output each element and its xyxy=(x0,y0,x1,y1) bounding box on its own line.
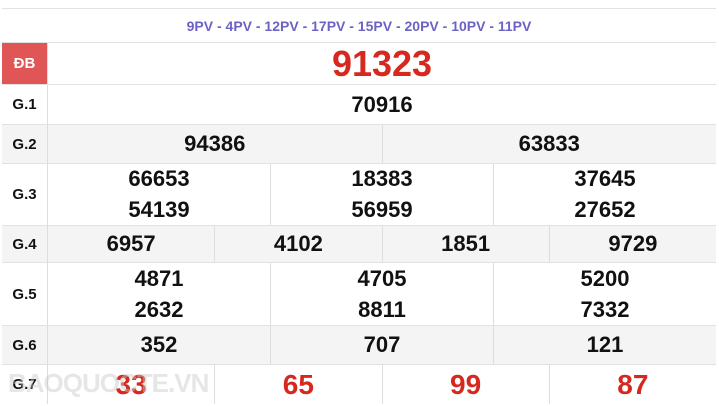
prize-number: 4871 xyxy=(134,265,184,291)
prize-label: G.7 xyxy=(2,365,48,404)
province-codes: 9PV - 4PV - 12PV - 17PV - 15PV - 20PV - … xyxy=(2,8,716,43)
prize-number: 352 xyxy=(140,332,178,357)
prize-line: 352 707 121 xyxy=(48,326,716,364)
prize-label: G.3 xyxy=(2,164,48,225)
prize-row: G.6 352 707 121 xyxy=(2,325,716,364)
prize-row: G.2 94386 63833 xyxy=(2,124,716,163)
prize-number: 91323 xyxy=(331,43,433,84)
prize-number: 94386 xyxy=(184,131,246,156)
prize-number: 56959 xyxy=(270,194,493,225)
prize-number: 707 xyxy=(270,326,493,364)
prize-number: 18383 xyxy=(270,164,493,195)
prize-number: 8811 xyxy=(270,294,493,325)
prize-row: G.3 66653 18383 37645 54139 56959 27652 xyxy=(2,163,716,225)
prize-number: 2632 xyxy=(134,296,184,322)
prize-number: 5200 xyxy=(493,263,716,294)
prize-label: G.2 xyxy=(2,125,48,163)
prize-number: 27652 xyxy=(493,194,716,225)
prize-number: 4102 xyxy=(214,226,381,262)
prize-number: 99 xyxy=(381,365,549,404)
prize-line: 2632 8811 7332 xyxy=(48,294,716,325)
prize-number: 7332 xyxy=(493,294,716,325)
prize-label: G.6 xyxy=(2,326,48,364)
prize-label: G.5 xyxy=(2,263,48,325)
prize-line: 94386 63833 xyxy=(48,125,716,163)
prize-label: G.1 xyxy=(2,85,48,124)
prize-number: 6957 xyxy=(106,231,156,256)
prize-line: 70916 xyxy=(48,85,716,124)
prize-row: ĐB 91323 xyxy=(2,42,716,84)
prize-line: 4871 4705 5200 xyxy=(48,263,716,294)
prize-number: 121 xyxy=(493,326,716,364)
prize-number: 9729 xyxy=(548,226,716,262)
prize-label: ĐB xyxy=(2,43,48,84)
prize-number: 4705 xyxy=(270,263,493,294)
prize-label: G.4 xyxy=(2,226,48,262)
prize-line: 6957 4102 1851 9729 xyxy=(48,226,716,262)
prize-number: 33 xyxy=(115,368,147,400)
prize-row: G.7 33 65 99 87 xyxy=(2,364,716,404)
prize-line: 91323 xyxy=(48,43,716,85)
prize-row: G.5 4871 4705 5200 2632 8811 7332 xyxy=(2,262,716,325)
prize-number: 65 xyxy=(214,365,381,404)
prize-row: G.4 6957 4102 1851 9729 xyxy=(2,225,716,262)
prize-line: 66653 18383 37645 xyxy=(48,164,716,195)
prize-number: 54139 xyxy=(128,196,190,222)
prize-line: 33 65 99 87 xyxy=(48,365,716,404)
prize-number: 1851 xyxy=(381,226,549,262)
prize-row: G.1 70916 xyxy=(2,84,716,124)
prize-number: 66653 xyxy=(128,166,190,192)
prize-number: 70916 xyxy=(351,91,413,117)
prize-number: 87 xyxy=(548,365,716,404)
prize-number: 63833 xyxy=(381,125,717,163)
prize-line: 54139 56959 27652 xyxy=(48,194,716,225)
prize-number: 37645 xyxy=(493,164,716,195)
